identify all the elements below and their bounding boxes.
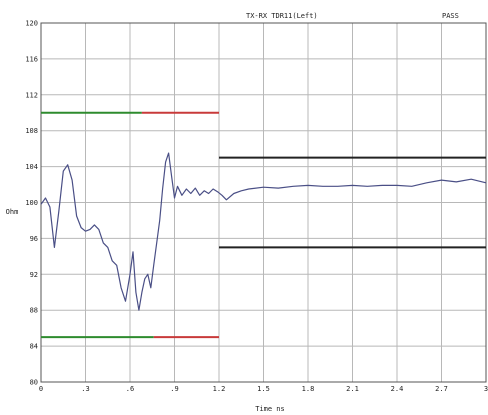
x-tick-label-8: 2.4 [391, 385, 404, 393]
series-line-0 [40, 152, 487, 311]
y-tick-label-7: 108 [25, 127, 38, 135]
y-tick-label-10: 120 [25, 20, 38, 28]
y-tick-label-6: 104 [25, 163, 38, 171]
y-tick-label-3: 92 [30, 271, 38, 279]
y-tick-label-8: 112 [25, 91, 38, 99]
limit-lines [41, 111, 486, 339]
x-tick-label-10: 3 [484, 385, 488, 393]
x-tick-label-3: .9 [170, 385, 178, 393]
series [40, 152, 487, 311]
x-tick-label-1: .3 [81, 385, 89, 393]
x-tick-label-4: 1.2 [213, 385, 226, 393]
x-tick-label-7: 2.1 [346, 385, 359, 393]
x-tick-label-0: 0 [39, 385, 43, 393]
status-label: PASS [442, 12, 459, 20]
y-tick-label-1: 84 [30, 343, 38, 351]
x-tick-label-5: 1.5 [257, 385, 270, 393]
grid [40, 22, 487, 383]
plot-frame [40, 22, 487, 383]
chart-title: TX-RX TDR11(Left) [246, 12, 318, 20]
y-tick-labels: 80 84 88 92 96 100 104 108 112 116 120 [25, 20, 38, 387]
x-tick-label-2: .6 [126, 385, 134, 393]
x-tick-label-9: 2.7 [435, 385, 448, 393]
y-tick-label-4: 96 [30, 235, 38, 243]
y-tick-label-9: 116 [25, 55, 38, 63]
y-axis-label: Ohm [6, 208, 19, 216]
x-axis-label: Time ns [255, 405, 285, 413]
y-tick-label-0: 80 [30, 379, 38, 387]
y-tick-label-5: 100 [25, 199, 38, 207]
x-tick-labels: 0 .3 .6 .9 1.2 1.5 1.8 2.1 2.4 2.7 3 [39, 385, 488, 393]
y-tick-label-2: 88 [30, 307, 38, 315]
x-tick-label-6: 1.8 [302, 385, 315, 393]
